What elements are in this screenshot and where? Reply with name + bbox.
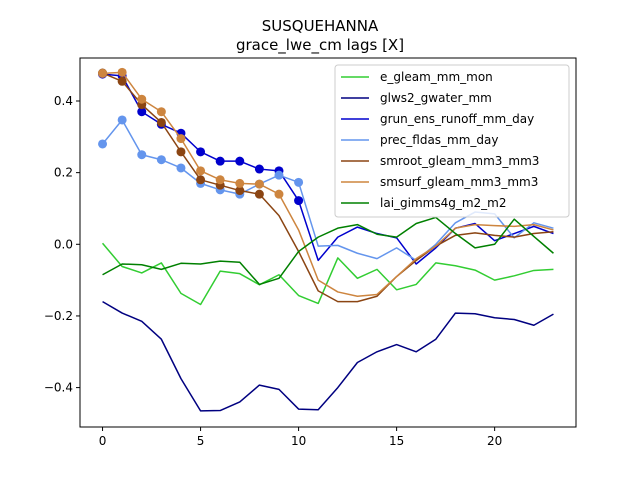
data-point xyxy=(215,175,225,185)
data-point xyxy=(235,156,245,166)
series-layer xyxy=(98,67,554,412)
data-point xyxy=(156,107,166,117)
data-point xyxy=(137,150,147,160)
legend-label: lai_gimms4g_m2_m2 xyxy=(380,196,507,210)
y-axis: −0.4 −0.2 0.0 0.2 0.4 xyxy=(44,94,80,395)
x-tick-label: 0 xyxy=(99,434,107,448)
series-e_gleam_mm_mon xyxy=(101,242,554,306)
legend-entry: smroot_gleam_mm3_mm3 xyxy=(341,154,539,168)
data-point xyxy=(294,177,304,187)
data-point xyxy=(196,166,206,176)
series-smsurf_gleam_mm3_mm3 xyxy=(98,67,554,297)
data-point xyxy=(274,189,284,199)
y-tick-label: 0.0 xyxy=(54,237,73,251)
y-tick-label: −0.2 xyxy=(44,309,73,323)
legend-entry: prec_fldas_mm_day xyxy=(341,133,499,147)
data-point xyxy=(235,178,245,188)
data-point xyxy=(274,170,284,180)
x-tick-label: 5 xyxy=(197,434,205,448)
series-line-smroot_gleam_mm3_mm3 xyxy=(102,72,554,303)
data-point xyxy=(117,67,127,77)
data-point xyxy=(156,117,166,127)
legend-entry: grun_ens_runoff_mm_day xyxy=(341,112,534,126)
data-point xyxy=(98,139,108,149)
y-tick-label: 0.2 xyxy=(54,166,73,180)
legend-label: smroot_gleam_mm3_mm3 xyxy=(380,154,539,168)
data-point xyxy=(176,134,186,144)
data-point xyxy=(235,186,245,196)
data-point xyxy=(176,163,186,173)
x-tick-label: 15 xyxy=(389,434,404,448)
plot-frame xyxy=(79,57,577,428)
series-line-glws2_gwater_mm xyxy=(102,300,554,412)
series-lai_gimms4g_m2_m2 xyxy=(102,216,554,286)
data-point xyxy=(117,115,127,125)
data-point xyxy=(156,155,166,165)
data-point xyxy=(137,94,147,104)
data-point xyxy=(254,189,264,199)
legend-label: prec_fldas_mm_day xyxy=(380,133,499,147)
data-point xyxy=(117,76,127,86)
legend-entry: glws2_gwater_mm xyxy=(341,91,492,105)
series-line-e_gleam_mm_mon xyxy=(101,242,554,306)
x-tick-label: 10 xyxy=(291,434,306,448)
data-point xyxy=(176,147,186,157)
legend-entry: lai_gimms4g_m2_m2 xyxy=(341,196,507,210)
data-point xyxy=(196,147,206,157)
legend-box xyxy=(334,64,570,218)
data-point xyxy=(196,175,206,185)
legend-label: smsurf_gleam_mm3_mm3 xyxy=(380,175,538,189)
y-tick-label: 0.4 xyxy=(54,94,73,108)
data-point xyxy=(254,179,264,189)
chart-subtitle: grace_lwe_cm lags [X] xyxy=(236,36,404,55)
legend: e_gleam_mm_mon glws2_gwater_mm grun_ens_ru… xyxy=(334,64,570,218)
data-point xyxy=(215,156,225,166)
data-point xyxy=(254,164,264,174)
data-point xyxy=(137,107,147,117)
legend-entry: smsurf_gleam_mm3_mm3 xyxy=(341,175,538,189)
legend-entry: e_gleam_mm_mon xyxy=(341,70,493,84)
x-axis: 0 5 10 15 20 xyxy=(99,427,502,448)
chart-title: SUSQUEHANNA xyxy=(262,17,379,35)
data-point xyxy=(294,196,304,206)
x-tick-label: 20 xyxy=(487,434,502,448)
legend-label: glws2_gwater_mm xyxy=(380,91,492,105)
series-line-smsurf_gleam_mm3_mm3 xyxy=(102,71,554,297)
data-point xyxy=(98,68,108,78)
series-glws2_gwater_mm xyxy=(102,300,554,412)
series-line-lai_gimms4g_m2_m2 xyxy=(102,216,554,286)
legend-label: grun_ens_runoff_mm_day xyxy=(380,112,534,126)
legend-label: e_gleam_mm_mon xyxy=(380,70,493,84)
y-tick-label: −0.4 xyxy=(44,381,73,395)
